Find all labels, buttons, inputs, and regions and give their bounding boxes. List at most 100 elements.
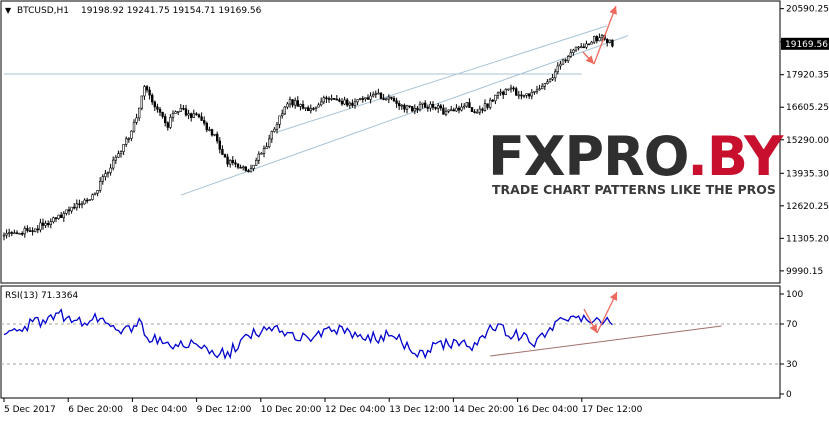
candle-body <box>54 217 58 220</box>
candle-body <box>605 39 609 43</box>
candle-body <box>543 83 547 87</box>
candle-body <box>101 176 105 182</box>
candle-body <box>319 101 323 106</box>
candle-body <box>327 98 331 100</box>
rsi-label: RSI(13) 71.3364 <box>5 291 78 301</box>
candle-body <box>533 91 536 93</box>
candle-body <box>80 203 84 206</box>
price-arrows <box>582 5 617 65</box>
candle-body <box>517 94 521 97</box>
candle-body <box>488 99 492 108</box>
candle-body <box>270 131 273 140</box>
candle-body <box>608 39 612 43</box>
candle-body <box>174 111 177 114</box>
candle-body <box>293 100 297 106</box>
candle-body <box>57 214 60 219</box>
watermark-tagline: TRADE CHART PATTERNS LIKE THE PROS <box>492 182 776 197</box>
candle-body <box>556 65 560 73</box>
candle-body <box>5 233 8 236</box>
price-axis-tick-label: 9990.15 <box>786 267 823 277</box>
candle-body <box>218 140 221 150</box>
candle-body <box>460 106 463 111</box>
rsi-arrow-up-head <box>609 292 618 301</box>
candle-body <box>384 98 388 101</box>
candle-body <box>265 146 268 149</box>
candle-body <box>408 105 411 108</box>
candle-body <box>377 92 380 95</box>
candle-body <box>10 232 13 234</box>
candle-body <box>203 120 206 124</box>
candle-body <box>413 108 416 112</box>
candle-body <box>429 103 432 109</box>
candle-body <box>221 148 224 155</box>
candle-body <box>569 52 573 57</box>
candle-body <box>33 228 37 232</box>
candle-body <box>112 159 115 169</box>
candle-body <box>538 88 541 91</box>
trendline-channel-lower[interactable] <box>180 35 629 196</box>
candle-body <box>28 230 32 232</box>
candle-body <box>436 105 440 109</box>
candle-body <box>392 98 396 102</box>
rsi-axis-tick-label: 30 <box>786 360 798 370</box>
candle-body <box>148 89 151 96</box>
candle-body <box>52 217 55 223</box>
candle-body <box>226 156 229 165</box>
candle-body <box>473 111 476 113</box>
rsi-trendlines <box>490 325 722 357</box>
candle-body <box>125 138 128 145</box>
candle-body <box>44 223 47 226</box>
candle-body <box>306 107 310 112</box>
candle-body <box>546 81 549 84</box>
candle-body <box>382 98 385 100</box>
price-axis-tick-label: 16605.25 <box>786 103 829 113</box>
current-price-label: 19169.56 <box>785 40 828 50</box>
candle-body <box>512 87 515 90</box>
candle-body <box>36 228 40 231</box>
candle-body <box>387 96 390 100</box>
candle-body <box>122 144 125 152</box>
candle-body <box>31 230 34 232</box>
candle-body <box>164 116 167 124</box>
rsi-pane[interactable] <box>0 285 781 399</box>
candle-body <box>356 99 359 103</box>
candle-body <box>119 151 123 154</box>
rsi-arrow-down-head <box>589 324 597 333</box>
candle-body <box>260 152 263 155</box>
candle-body <box>223 154 227 158</box>
time-axis-tick-label: 14 Dec 20:00 <box>453 405 514 415</box>
candle-body <box>179 107 182 112</box>
candle-body <box>262 148 266 154</box>
candle-body <box>478 108 481 113</box>
candle-body <box>309 108 312 112</box>
candle-body <box>535 89 539 92</box>
trendline-rsi-support[interactable] <box>490 325 722 357</box>
candle-body <box>421 102 424 105</box>
candle-body <box>257 153 260 161</box>
price-pane[interactable] <box>0 0 781 284</box>
candle-body <box>465 102 468 107</box>
rsi-axis-tick-label: 100 <box>786 290 803 300</box>
candle-body <box>577 46 580 49</box>
candle-body <box>317 104 320 108</box>
candle-body <box>190 113 193 118</box>
candle-body <box>91 194 94 200</box>
rsi-axis-tick-label: 0 <box>786 390 792 400</box>
candle-body <box>195 113 198 116</box>
candle-body <box>379 92 383 99</box>
candle-body <box>507 88 510 91</box>
candle-body <box>371 94 375 97</box>
trendline-channel-upper[interactable] <box>276 25 608 133</box>
candle-body <box>70 206 73 212</box>
price-axis: 20590.2519255.0017920.3516605.2515290.00… <box>780 5 829 277</box>
candle-body <box>439 105 442 109</box>
candle-body <box>455 107 458 112</box>
time-axis-tick-label: 17 Dec 12:00 <box>582 405 643 415</box>
candle-body <box>595 36 599 42</box>
candle-body <box>553 71 557 79</box>
candle-body <box>366 97 370 100</box>
dropdown-arrow-icon[interactable]: ▼ <box>5 6 12 15</box>
candle-body <box>73 206 76 209</box>
candle-body <box>158 108 162 113</box>
